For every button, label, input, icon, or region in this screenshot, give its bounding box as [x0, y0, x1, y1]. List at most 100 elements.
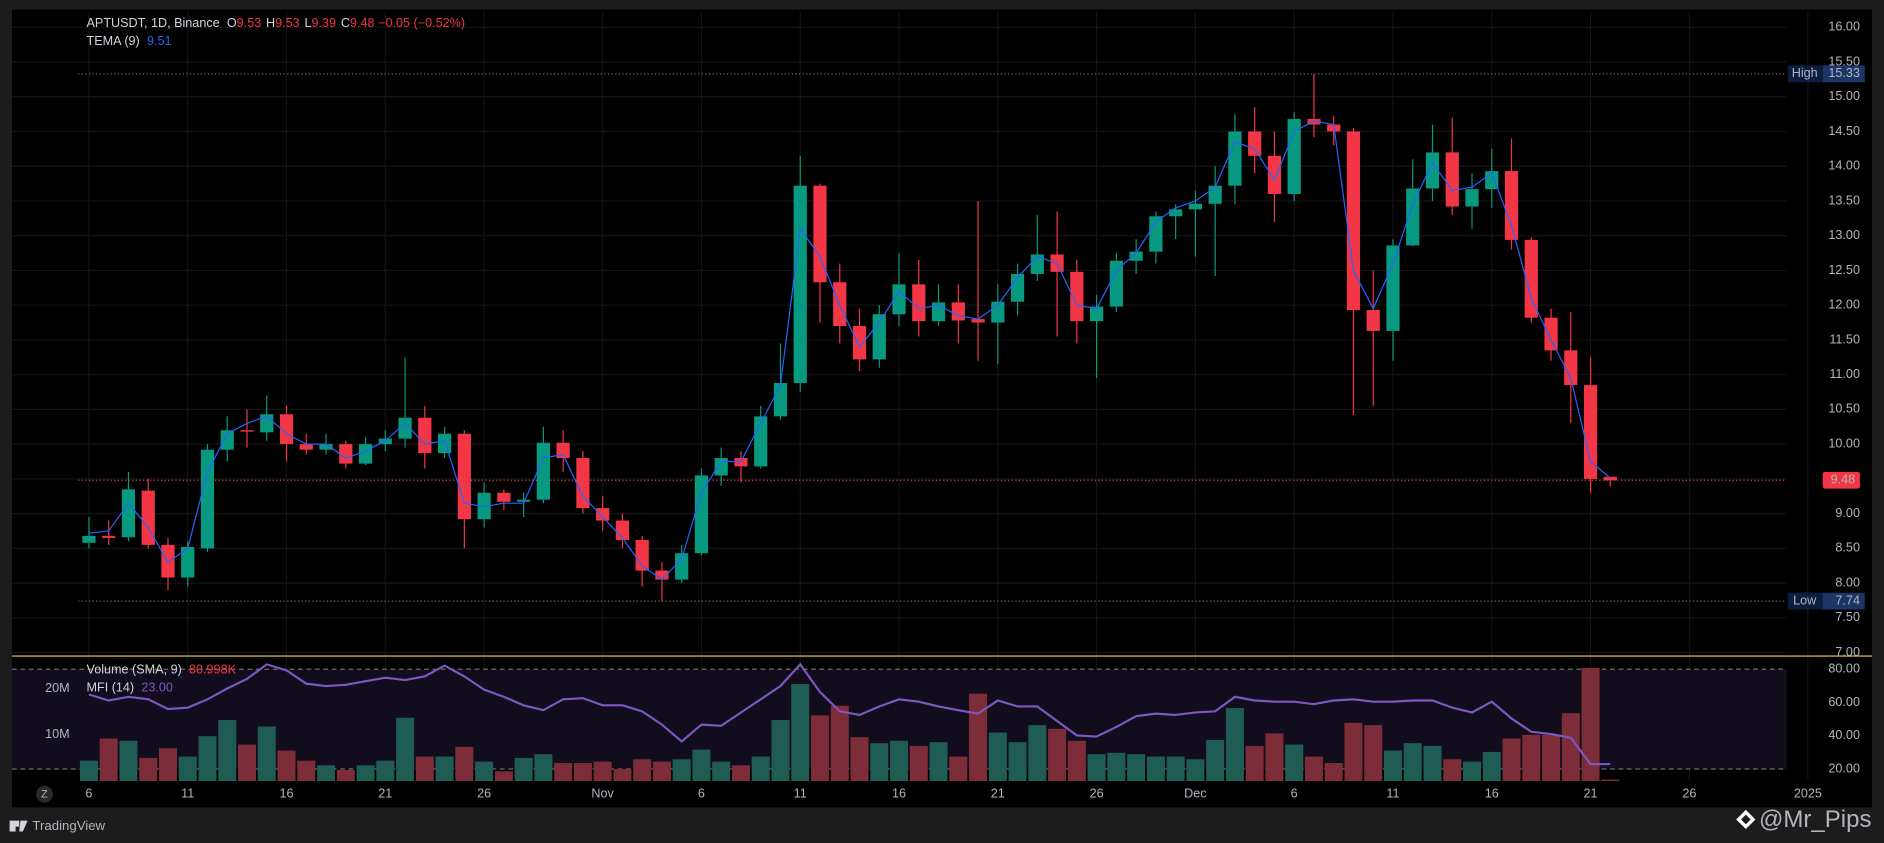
- candle-body: [1307, 119, 1321, 125]
- volume-bar: [494, 771, 513, 782]
- ohlc-value: 9.39: [312, 16, 337, 30]
- volume-bar: [652, 761, 671, 782]
- candle-body: [378, 438, 392, 445]
- candle-body: [1228, 131, 1242, 186]
- volume-bar: [1285, 744, 1304, 782]
- x-tick-label: 21: [1584, 787, 1598, 801]
- candle-body: [121, 489, 136, 538]
- indicator-pane: [12, 662, 1787, 782]
- volume-bar: [1186, 759, 1205, 782]
- y-tick-label: 15.50: [1828, 54, 1860, 68]
- volume-bar: [158, 748, 177, 782]
- volume-tick-label: 10M: [45, 727, 70, 741]
- y-tick-label: 14.50: [1828, 124, 1860, 138]
- volume-bar: [376, 760, 395, 782]
- volume-bar: [573, 762, 592, 782]
- candle-body: [497, 492, 511, 502]
- volume-bar: [178, 756, 197, 782]
- candle-body: [1386, 245, 1400, 331]
- reset-button[interactable]: [36, 785, 53, 803]
- candle-body: [1425, 152, 1440, 189]
- volume-bar: [1265, 733, 1284, 782]
- high-marker-label: High: [1792, 66, 1818, 80]
- volume-bar: [1463, 761, 1482, 782]
- candle-body: [102, 535, 116, 538]
- ohlc-label: O: [227, 16, 237, 30]
- y-tick-label: 11.00: [1829, 367, 1860, 381]
- candle-body: [1287, 119, 1301, 195]
- tema-value: 9.51: [147, 34, 172, 48]
- volume-bar: [534, 754, 553, 782]
- volume-bar: [1482, 751, 1501, 782]
- candle-body: [1445, 152, 1459, 207]
- mfi-legend: MFI (14) 23.00: [87, 681, 173, 695]
- candle-body: [714, 458, 728, 476]
- volume-bar: [79, 760, 98, 782]
- volume-bar: [218, 720, 237, 782]
- ohlc-label: L: [305, 16, 312, 30]
- candle-body: [576, 458, 590, 509]
- x-tick-label: 6: [698, 787, 705, 801]
- volume-bar: [751, 756, 770, 782]
- volume-bar: [1364, 725, 1383, 782]
- volume-bar: [1581, 667, 1600, 782]
- watermark: @Mr_Pips: [1759, 806, 1871, 833]
- volume-bar: [1324, 762, 1343, 782]
- candle-body: [655, 570, 669, 580]
- volume-bar: [317, 765, 336, 782]
- candle-body: [220, 430, 234, 450]
- y-tick-label: 13.00: [1828, 228, 1860, 242]
- volume-bar: [633, 759, 652, 782]
- x-tick-label: 16: [280, 787, 294, 801]
- candle-body: [1248, 131, 1262, 156]
- volume-bar: [613, 768, 632, 782]
- volume-bar: [1522, 734, 1541, 782]
- y-tick-label: 10.00: [1828, 436, 1860, 450]
- volume-tick-label: 20M: [45, 681, 70, 695]
- reset-button-label[interactable]: Z: [41, 789, 48, 801]
- symbol-legend: APTUSDT, 1D, Binance O9.53 H9.53 L9.39 C9.48…: [87, 16, 466, 30]
- low-marker-value: 7.74: [1835, 593, 1860, 607]
- volume-bar: [1542, 734, 1561, 782]
- x-tick-label: 21: [378, 787, 392, 801]
- last-price-tag: [1822, 471, 1860, 489]
- volume-bar: [771, 720, 790, 782]
- candle-body: [1406, 188, 1420, 246]
- candle-body: [1603, 476, 1617, 481]
- x-tick-label: 21: [991, 787, 1005, 801]
- volume-bar: [356, 765, 375, 782]
- candle-body: [1366, 310, 1380, 331]
- brand-logo: [9, 820, 28, 832]
- volume-bar: [1127, 754, 1146, 782]
- candle-body: [694, 475, 709, 554]
- candle-body: [339, 444, 353, 464]
- volume-bar: [119, 740, 138, 782]
- candle-body: [141, 490, 155, 545]
- candle-body: [773, 383, 788, 417]
- volume-bar: [1383, 750, 1402, 782]
- candle-body: [1346, 131, 1361, 311]
- x-tick-label: 6: [85, 787, 92, 801]
- volume-bar: [1008, 742, 1027, 782]
- volume-bar: [1146, 756, 1165, 782]
- y-tick-label: 16.00: [1828, 20, 1860, 34]
- volume-bar: [949, 756, 968, 782]
- candle-body: [1129, 251, 1143, 261]
- x-tick-label: Nov: [591, 787, 614, 801]
- volume-bar: [890, 740, 909, 782]
- candle-body: [556, 442, 570, 459]
- candle-body: [82, 535, 96, 543]
- volume-bar: [988, 732, 1007, 782]
- volume-bar: [396, 717, 415, 782]
- candle-body: [1267, 155, 1282, 195]
- candle-body: [852, 326, 867, 360]
- volume-bar: [731, 765, 750, 782]
- volume-bar: [455, 746, 474, 782]
- tema-line: [88, 120, 1611, 581]
- x-tick-label: 26: [477, 787, 491, 801]
- candle-body: [1583, 385, 1598, 479]
- volume-name: Volume (SMA, 9): [87, 663, 182, 677]
- brand: TradingView: [32, 818, 105, 833]
- x-tick-label: 11: [181, 787, 194, 801]
- volume-bar: [99, 738, 118, 782]
